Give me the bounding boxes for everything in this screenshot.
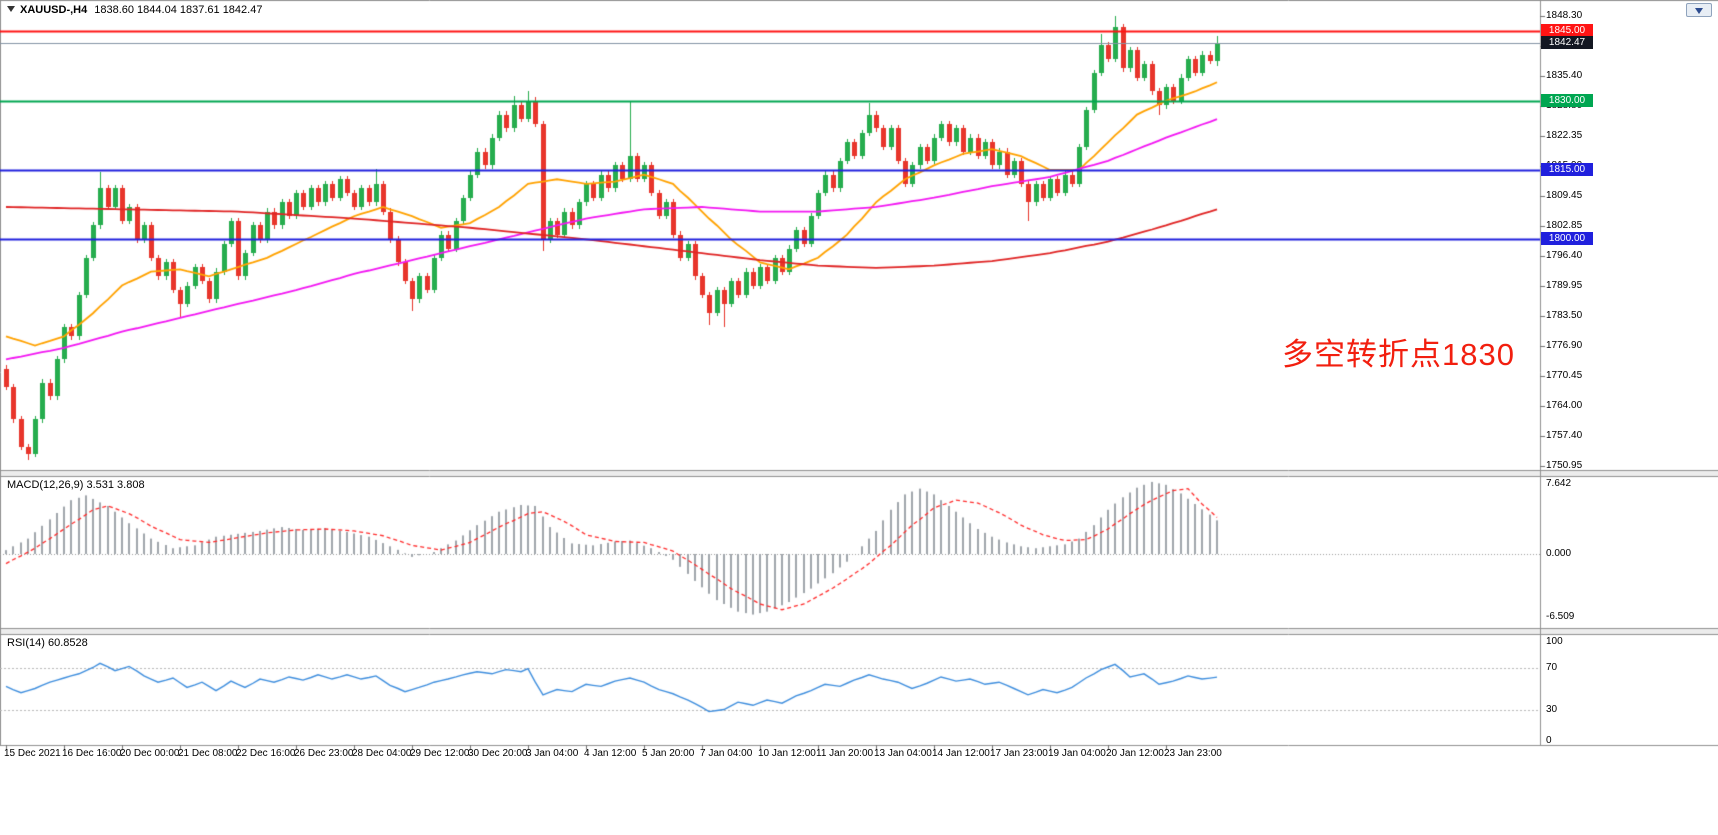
ohlc-values-label: 1838.60 1844.04 1837.61 1842.47 [94,4,263,16]
rsi-scale-label: 70 [1546,661,1558,673]
price-scale-label: 1750.95 [1546,459,1583,471]
date-axis-label: 20 Dec 00:00 [120,748,180,759]
price-scale-label: 1802.85 [1546,220,1583,232]
date-axis-label: 13 Jan 04:00 [874,748,932,759]
price-scale-label: 1783.50 [1546,309,1583,321]
price-level-tag: 1830.00 [1541,93,1593,107]
price-scale-label: 1789.95 [1546,279,1583,291]
macd-scale-label: 0.000 [1546,548,1572,559]
chart-toolbar-dropdown-icon[interactable] [1686,3,1712,17]
symbol-dropdown-icon[interactable] [7,6,15,16]
date-axis-label: 17 Jan 23:00 [990,748,1048,759]
date-axis-label: 14 Jan 12:00 [932,748,990,759]
date-axis-label: 29 Dec 12:00 [410,748,470,759]
bid-price-tag: 1842.47 [1541,36,1593,50]
price-scale-label: 1770.45 [1546,369,1583,381]
date-axis-label: 20 Jan 12:00 [1106,748,1164,759]
date-axis-label: 19 Jan 04:00 [1048,748,1106,759]
rsi-scale-label: 30 [1546,703,1558,715]
rsi-indicator-label: RSI(14) 60.8528 [7,637,88,649]
chevron-down-icon [1695,7,1703,18]
date-axis-label: 3 Jan 04:00 [526,748,579,759]
date-axis-label: 10 Jan 12:00 [758,748,816,759]
price-level-tag: 1845.00 [1541,24,1593,38]
date-axis-label: 4 Jan 12:00 [584,748,637,759]
date-axis-label: 16 Dec 16:00 [62,748,122,759]
date-axis-label: 26 Dec 23:00 [294,748,354,759]
price-scale-label: 1822.35 [1546,130,1583,142]
date-axis-label: 30 Dec 20:00 [468,748,528,759]
date-axis-label: 11 Jan 20:00 [816,748,874,759]
price-scale-label: 1848.30 [1546,10,1583,22]
rsi-scale-label: 0 [1546,735,1552,746]
price-scale-label: 1809.45 [1546,189,1583,201]
price-level-tag: 1815.00 [1541,163,1593,177]
rsi-scale-label: 100 [1546,636,1563,647]
date-axis-label: 15 Dec 2021 [4,748,61,759]
date-axis-label: 7 Jan 04:00 [700,748,753,759]
date-axis-label: 5 Jan 20:00 [642,748,695,759]
chart-header: XAUUSD-,H4 1838.60 1844.04 1837.61 1842.4… [7,3,262,16]
symbol-timeframe-label: XAUUSD-,H4 [20,4,88,16]
macd-scale-label: -6.509 [1546,610,1575,622]
macd-indicator-label: MACD(12,26,9) 3.531 3.808 [7,479,145,491]
date-axis-label: 28 Dec 04:00 [352,748,412,759]
macd-scale-label: 7.642 [1546,478,1572,489]
price-scale-label: 1764.00 [1546,399,1583,411]
price-scale-label: 1796.40 [1546,249,1583,261]
date-axis-label: 23 Jan 23:00 [1164,748,1222,759]
chart-annotation-text: 多空转折点1830 [1282,337,1515,372]
price-level-tag: 1800.00 [1541,232,1593,246]
price-scale-label: 1757.40 [1546,430,1583,442]
date-axis-label: 21 Dec 08:00 [178,748,238,759]
date-axis-label: 22 Dec 16:00 [236,748,296,759]
price-scale-label: 1835.40 [1546,69,1583,81]
price-scale-label: 1776.90 [1546,340,1583,352]
